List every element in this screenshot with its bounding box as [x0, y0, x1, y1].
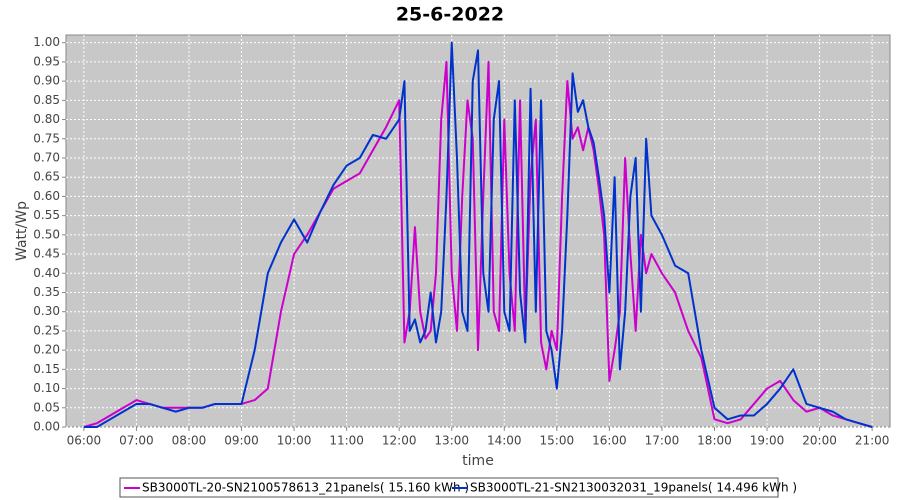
- y-tick-label: 0.15: [33, 362, 60, 376]
- y-tick-label: 0.40: [33, 266, 60, 280]
- x-tick-label: 20:00: [802, 434, 837, 448]
- y-tick-label: 0.55: [33, 208, 60, 222]
- x-tick-label: 07:00: [119, 434, 154, 448]
- y-tick-label: 0.70: [33, 150, 60, 164]
- y-tick-label: 0.50: [33, 227, 60, 241]
- y-tick-label: 0.20: [33, 343, 60, 357]
- x-tick-label: 10:00: [277, 434, 312, 448]
- y-tick-label: 0.05: [33, 400, 60, 414]
- y-tick-label: 0.25: [33, 323, 60, 337]
- legend-label: SB3000TL-20-SN2100578613_21panels( 15.16…: [142, 481, 469, 495]
- y-tick-label: 0.80: [33, 112, 60, 126]
- y-tick-label: 0.95: [33, 54, 60, 68]
- y-tick-label: 0.35: [33, 285, 60, 299]
- x-axis-label: time: [462, 453, 494, 469]
- x-tick-label: 14:00: [487, 434, 522, 448]
- y-tick-label: 0.30: [33, 304, 60, 318]
- x-tick-label: 09:00: [224, 434, 259, 448]
- y-tick-label: 0.45: [33, 247, 60, 261]
- y-tick-label: 0.65: [33, 170, 60, 184]
- series-line: [83, 41, 873, 428]
- y-tick-label: 0.85: [33, 93, 60, 107]
- x-tick-label: 19:00: [750, 434, 785, 448]
- legend-label: SB3000TL-21-SN2130032031_19panels( 14.49…: [470, 481, 797, 495]
- x-tick-label: 15:00: [540, 434, 575, 448]
- x-tick-label: 17:00: [645, 434, 680, 448]
- y-tick-label: 0.75: [33, 131, 60, 145]
- plot-area: [65, 34, 891, 428]
- x-tick-label: 06:00: [67, 434, 102, 448]
- y-axis-label: Watt/Wp: [14, 201, 30, 261]
- y-tick-label: 0.90: [33, 74, 60, 88]
- series-line: [83, 60, 873, 428]
- y-tick-label: 0.60: [33, 189, 60, 203]
- y-tick-label: 0.10: [33, 381, 60, 395]
- legend: [119, 477, 779, 498]
- x-tick-label: 16:00: [592, 434, 627, 448]
- chart-title: 25-6-2022: [396, 4, 504, 26]
- x-tick-label: 08:00: [172, 434, 207, 448]
- x-tick-label: 13:00: [434, 434, 469, 448]
- y-tick-label: 1.00: [33, 35, 60, 49]
- x-tick-label: 18:00: [697, 434, 732, 448]
- x-tick-label: 11:00: [329, 434, 364, 448]
- y-tick-label: 0.00: [33, 420, 60, 434]
- x-tick-label: 12:00: [382, 434, 417, 448]
- x-tick-label: 21:00: [855, 434, 890, 448]
